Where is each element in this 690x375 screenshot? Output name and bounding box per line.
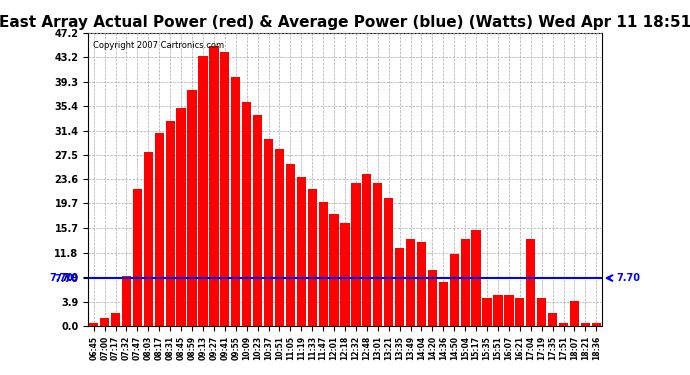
Bar xyxy=(242,102,251,326)
Bar xyxy=(188,90,197,326)
Bar xyxy=(198,56,208,326)
Bar xyxy=(275,149,284,326)
Bar xyxy=(351,183,361,326)
Bar xyxy=(264,140,273,326)
Title: East Array Actual Power (red) & Average Power (blue) (Watts) Wed Apr 11 18:51: East Array Actual Power (red) & Average … xyxy=(0,15,690,30)
Bar xyxy=(591,323,601,326)
Bar xyxy=(319,202,328,326)
Text: 7.70: 7.70 xyxy=(49,273,73,283)
Bar xyxy=(537,298,546,326)
Bar xyxy=(395,248,404,326)
Bar xyxy=(220,53,230,326)
Bar xyxy=(329,214,339,326)
Bar xyxy=(504,295,513,326)
Bar xyxy=(144,152,153,326)
Bar xyxy=(155,133,164,326)
Bar xyxy=(231,77,240,326)
Bar xyxy=(581,323,590,326)
Bar xyxy=(297,177,306,326)
Bar xyxy=(209,46,219,326)
Bar xyxy=(460,239,470,326)
Bar xyxy=(384,198,393,326)
Bar xyxy=(89,323,99,326)
Bar xyxy=(286,164,295,326)
Bar xyxy=(253,115,262,326)
Bar xyxy=(132,189,142,326)
Bar xyxy=(100,318,109,326)
Bar xyxy=(177,108,186,326)
Bar xyxy=(570,301,579,326)
Bar xyxy=(428,270,437,326)
Bar xyxy=(450,254,459,326)
Bar xyxy=(308,189,317,326)
Bar xyxy=(406,239,415,326)
Bar xyxy=(482,298,492,326)
Text: Copyright 2007 Cartronics.com: Copyright 2007 Cartronics.com xyxy=(93,41,224,50)
Bar xyxy=(362,174,371,326)
Bar xyxy=(417,242,426,326)
Text: 7.70: 7.70 xyxy=(617,273,641,283)
Bar xyxy=(515,298,524,326)
Bar xyxy=(493,295,502,326)
Bar xyxy=(439,282,448,326)
Bar xyxy=(471,230,481,326)
Bar xyxy=(340,224,350,326)
Bar xyxy=(166,121,175,326)
Bar xyxy=(526,239,535,326)
Bar xyxy=(373,183,382,326)
Bar xyxy=(548,314,558,326)
Bar xyxy=(122,276,131,326)
Bar xyxy=(559,323,568,326)
Bar xyxy=(111,314,120,326)
